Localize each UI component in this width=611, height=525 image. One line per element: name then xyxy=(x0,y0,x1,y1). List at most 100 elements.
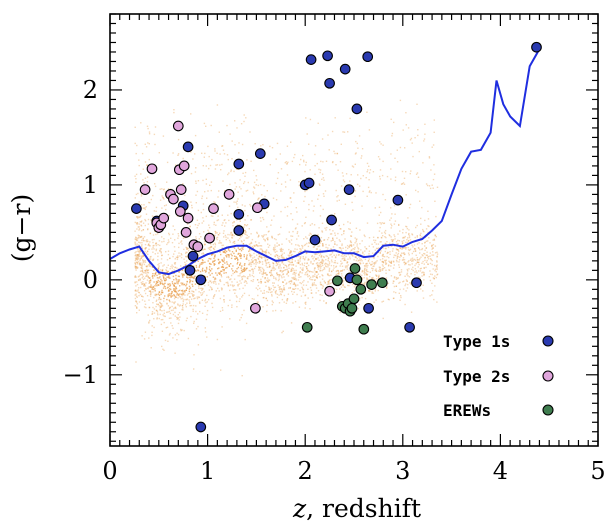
background-dot xyxy=(217,234,219,236)
background-dot xyxy=(436,301,438,303)
background-dot xyxy=(399,146,402,149)
background-dot xyxy=(135,236,137,238)
background-dot xyxy=(159,307,161,309)
background-dot xyxy=(147,269,149,272)
background-dot xyxy=(332,230,334,232)
background-dot xyxy=(249,263,251,265)
background-dot xyxy=(289,252,291,254)
background-dot xyxy=(407,249,410,251)
background-dot xyxy=(375,247,378,250)
background-dot xyxy=(318,183,321,185)
background-dot xyxy=(265,263,268,265)
background-dot xyxy=(320,240,322,242)
background-dot xyxy=(332,246,335,248)
background-dot xyxy=(259,183,262,186)
background-dot xyxy=(147,275,149,278)
background-dot xyxy=(222,309,224,311)
background-dot xyxy=(173,111,175,114)
background-dot xyxy=(361,240,363,242)
background-dot xyxy=(325,302,327,304)
background-dot xyxy=(214,168,217,170)
background-dot xyxy=(409,239,412,241)
background-dot xyxy=(250,263,253,265)
background-dot xyxy=(136,257,139,260)
background-dot xyxy=(395,276,398,279)
background-dot xyxy=(342,179,345,181)
background-dot xyxy=(246,258,248,260)
background-dot xyxy=(324,262,327,264)
background-dot xyxy=(236,263,238,265)
background-dot xyxy=(146,275,148,277)
background-dot xyxy=(227,158,229,161)
background-dot xyxy=(304,222,306,224)
background-dot xyxy=(242,243,245,245)
background-dot xyxy=(241,195,243,197)
background-dot xyxy=(168,294,170,297)
background-dot xyxy=(429,255,431,257)
background-dot xyxy=(135,266,137,268)
background-dot xyxy=(265,273,267,276)
background-dot xyxy=(173,301,175,304)
background-dot xyxy=(254,143,256,145)
background-dot xyxy=(244,209,246,212)
background-dot xyxy=(174,250,176,252)
background-dot xyxy=(409,172,411,175)
type1-point xyxy=(343,184,355,195)
background-dot xyxy=(249,131,251,133)
background-dot xyxy=(146,164,148,166)
background-dot xyxy=(423,267,425,269)
background-dot xyxy=(145,282,147,284)
background-dot xyxy=(287,161,289,163)
background-dot xyxy=(170,292,172,295)
background-dot xyxy=(211,158,213,161)
background-dot xyxy=(137,226,139,228)
background-dot xyxy=(241,265,243,267)
background-dot xyxy=(171,301,173,303)
background-dot xyxy=(387,282,389,284)
background-dot xyxy=(283,266,285,269)
background-dot xyxy=(154,143,156,146)
background-dot xyxy=(361,205,363,207)
background-dot xyxy=(274,268,277,270)
background-dot xyxy=(282,281,284,283)
background-dot xyxy=(160,262,162,264)
background-dot xyxy=(374,290,376,292)
background-dot xyxy=(195,264,197,267)
background-dot xyxy=(256,244,258,247)
background-dot xyxy=(266,211,268,214)
background-dot xyxy=(350,245,353,247)
background-dot xyxy=(397,239,399,242)
background-dot xyxy=(144,250,146,253)
background-dot xyxy=(163,297,165,300)
background-dot xyxy=(136,283,139,286)
background-dot xyxy=(134,262,136,264)
background-dot xyxy=(369,271,371,273)
background-dot xyxy=(436,255,438,257)
background-dot xyxy=(144,224,146,227)
background-dot xyxy=(330,279,332,281)
background-dot xyxy=(409,203,412,206)
background-dot xyxy=(142,229,144,231)
background-dot xyxy=(138,292,140,294)
background-dot xyxy=(206,276,208,278)
background-dot xyxy=(376,260,378,262)
background-dot xyxy=(344,265,347,267)
background-dot xyxy=(178,312,181,314)
background-dot xyxy=(330,240,332,242)
background-dot xyxy=(142,207,144,209)
background-dot xyxy=(402,236,405,239)
background-dot xyxy=(382,261,384,263)
background-dot xyxy=(427,258,430,260)
background-dot xyxy=(165,269,167,271)
background-dot xyxy=(198,296,200,298)
background-dot xyxy=(426,259,428,262)
background-dot xyxy=(142,260,144,262)
background-dot xyxy=(398,250,400,252)
background-dot xyxy=(304,190,306,193)
background-dot xyxy=(140,195,143,197)
background-dot xyxy=(250,268,253,271)
background-dot xyxy=(283,257,285,259)
background-dot xyxy=(289,241,291,243)
background-dot xyxy=(203,122,206,125)
background-dot xyxy=(343,276,345,279)
